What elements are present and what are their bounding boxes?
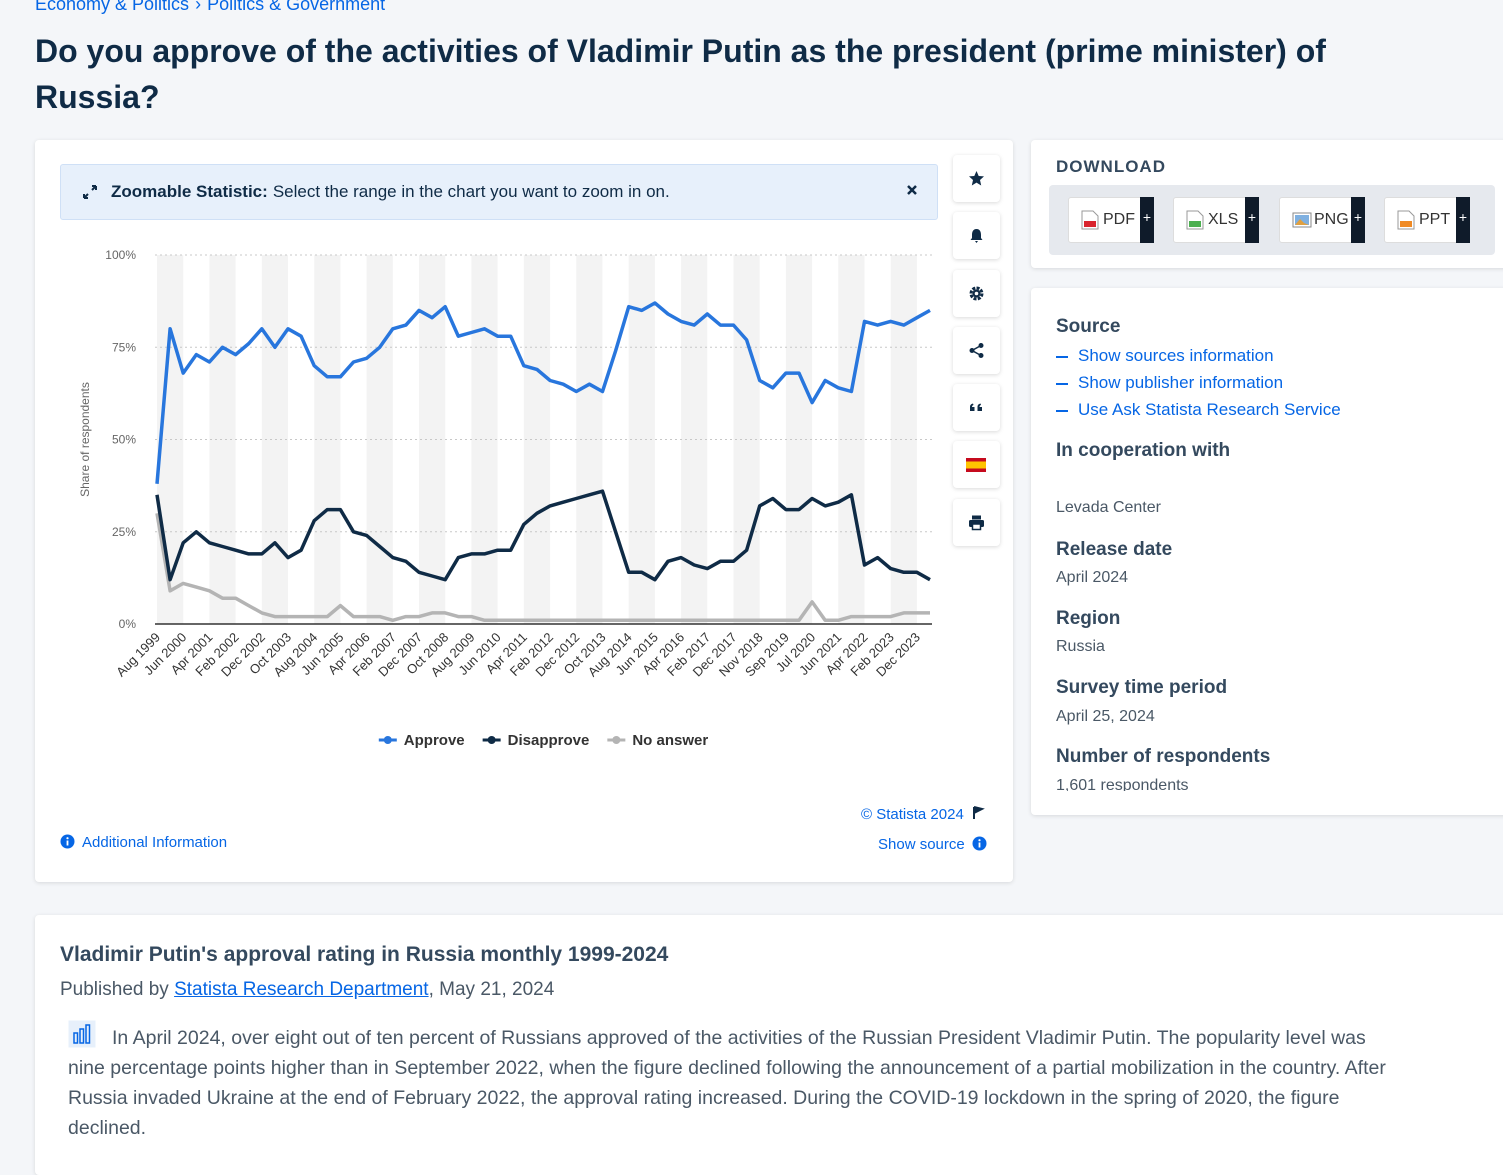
source-heading: Source	[1056, 316, 1121, 337]
source-link[interactable]: Use Ask Statista Research Service	[1056, 400, 1341, 420]
field-label: Release date	[1056, 539, 1173, 560]
zoom-text: Select the range in the chart you want t…	[272, 182, 670, 201]
byline-date: , May 21, 2024	[428, 979, 555, 1000]
download-pdf[interactable]: PDF +	[1068, 197, 1154, 243]
more-button[interactable]: +	[1140, 197, 1154, 243]
legend-marker	[487, 736, 496, 744]
copyright-text: © Statista 2024	[861, 806, 964, 823]
byline-prefix: Published by	[60, 979, 169, 1000]
details-card: Source Show sources information Show pub…	[1031, 288, 1503, 815]
favorite-button[interactable]	[953, 155, 1000, 202]
series-line	[155, 489, 931, 582]
cooperation-value: Levada Center	[1056, 499, 1161, 516]
cite-button[interactable]	[953, 384, 1000, 431]
field-label: Survey time period	[1056, 677, 1228, 698]
page-title: Do you approve of the activities of Vlad…	[35, 33, 1326, 115]
breadcrumb-link[interactable]: Economy & Politics	[35, 0, 190, 14]
info-icon	[972, 836, 987, 851]
field-label: Number of respondents	[1056, 746, 1271, 767]
legend-label: Disapprove	[508, 732, 590, 749]
additional-info-text: Additional Information	[82, 834, 228, 851]
show-source-text: Show source	[878, 836, 965, 853]
download-png[interactable]: PNG +	[1279, 197, 1365, 243]
show-source-link[interactable]: Show source	[878, 836, 987, 853]
article-title: Vladimir Putin's approval rating in Russ…	[60, 943, 669, 966]
legend: Approve Disapprove No answer	[378, 732, 708, 749]
details-scroll: Source Show sources information Show pub…	[1031, 288, 1503, 791]
download-xls[interactable]: XLS +	[1173, 197, 1259, 243]
print-button[interactable]	[953, 499, 1000, 546]
field-label: Region	[1056, 608, 1121, 629]
field-value: Russia	[1056, 638, 1105, 655]
format-label: PPT	[1419, 211, 1451, 228]
y-tick-label: 0%	[119, 617, 137, 631]
legend-marker	[383, 736, 392, 744]
more-button[interactable]: +	[1245, 197, 1259, 243]
byline: Published by Statista Research Departmen…	[60, 979, 554, 1001]
format-label: PDF	[1103, 211, 1135, 228]
more-button[interactable]: +	[1456, 197, 1470, 243]
zoom-banner: Zoomable Statistic: Select the range in t…	[60, 164, 938, 220]
breadcrumb-separator: ›	[195, 0, 202, 14]
y-axis-label: Share of respondents	[78, 382, 92, 497]
share-button[interactable]	[953, 327, 1000, 374]
breadcrumb-link[interactable]: Politics & Government	[207, 0, 386, 14]
y-tick-label: 25%	[112, 525, 136, 539]
source-link[interactable]: Show publisher information	[1056, 373, 1283, 393]
y-tick-label: 50%	[112, 433, 136, 447]
additional-info-link[interactable]: Additional Information	[60, 834, 227, 851]
format-label: PNG	[1314, 211, 1349, 228]
y-tick-label: 75%	[112, 340, 136, 354]
field-value: 1,601 respondents	[1056, 777, 1189, 791]
flag-icon	[972, 806, 985, 819]
breadcrumb: Economy & Politics › Politics & Government	[35, 0, 391, 15]
field-value: April 2024	[1056, 569, 1129, 586]
field-value: April 25, 2024	[1056, 708, 1155, 725]
expand-icon	[83, 185, 97, 199]
legend-label: No answer	[632, 732, 708, 749]
legend-marker	[612, 736, 621, 744]
column-stripe	[785, 255, 813, 624]
close-button[interactable]	[906, 184, 918, 196]
settings-button[interactable]	[953, 270, 1000, 317]
author-link[interactable]: Statista Research Department	[174, 979, 429, 1000]
copyright[interactable]: © Statista 2024	[861, 806, 985, 823]
source-link[interactable]: Show sources information	[1056, 346, 1274, 366]
zoom-label: Zoomable Statistic:	[111, 182, 268, 201]
article-card: Vladimir Putin's approval rating in Russ…	[35, 915, 1503, 1175]
format-label: XLS	[1208, 211, 1239, 228]
download-heading: DOWNLOAD	[1056, 157, 1166, 176]
legend-label: Approve	[404, 732, 465, 749]
info-icon	[60, 834, 75, 849]
more-button[interactable]: +	[1351, 197, 1365, 243]
notify-button[interactable]	[953, 212, 1000, 259]
article-text: In April 2024, over eight out of ten per…	[68, 1027, 1386, 1139]
language-button[interactable]	[953, 441, 1000, 488]
y-tick-label: 100%	[105, 248, 136, 262]
series-line	[155, 513, 930, 623]
cooperation-heading: In cooperation with	[1056, 440, 1231, 461]
series-line	[155, 301, 931, 484]
download-ppt[interactable]: PPT +	[1384, 197, 1470, 243]
stat-icon	[68, 1020, 96, 1048]
